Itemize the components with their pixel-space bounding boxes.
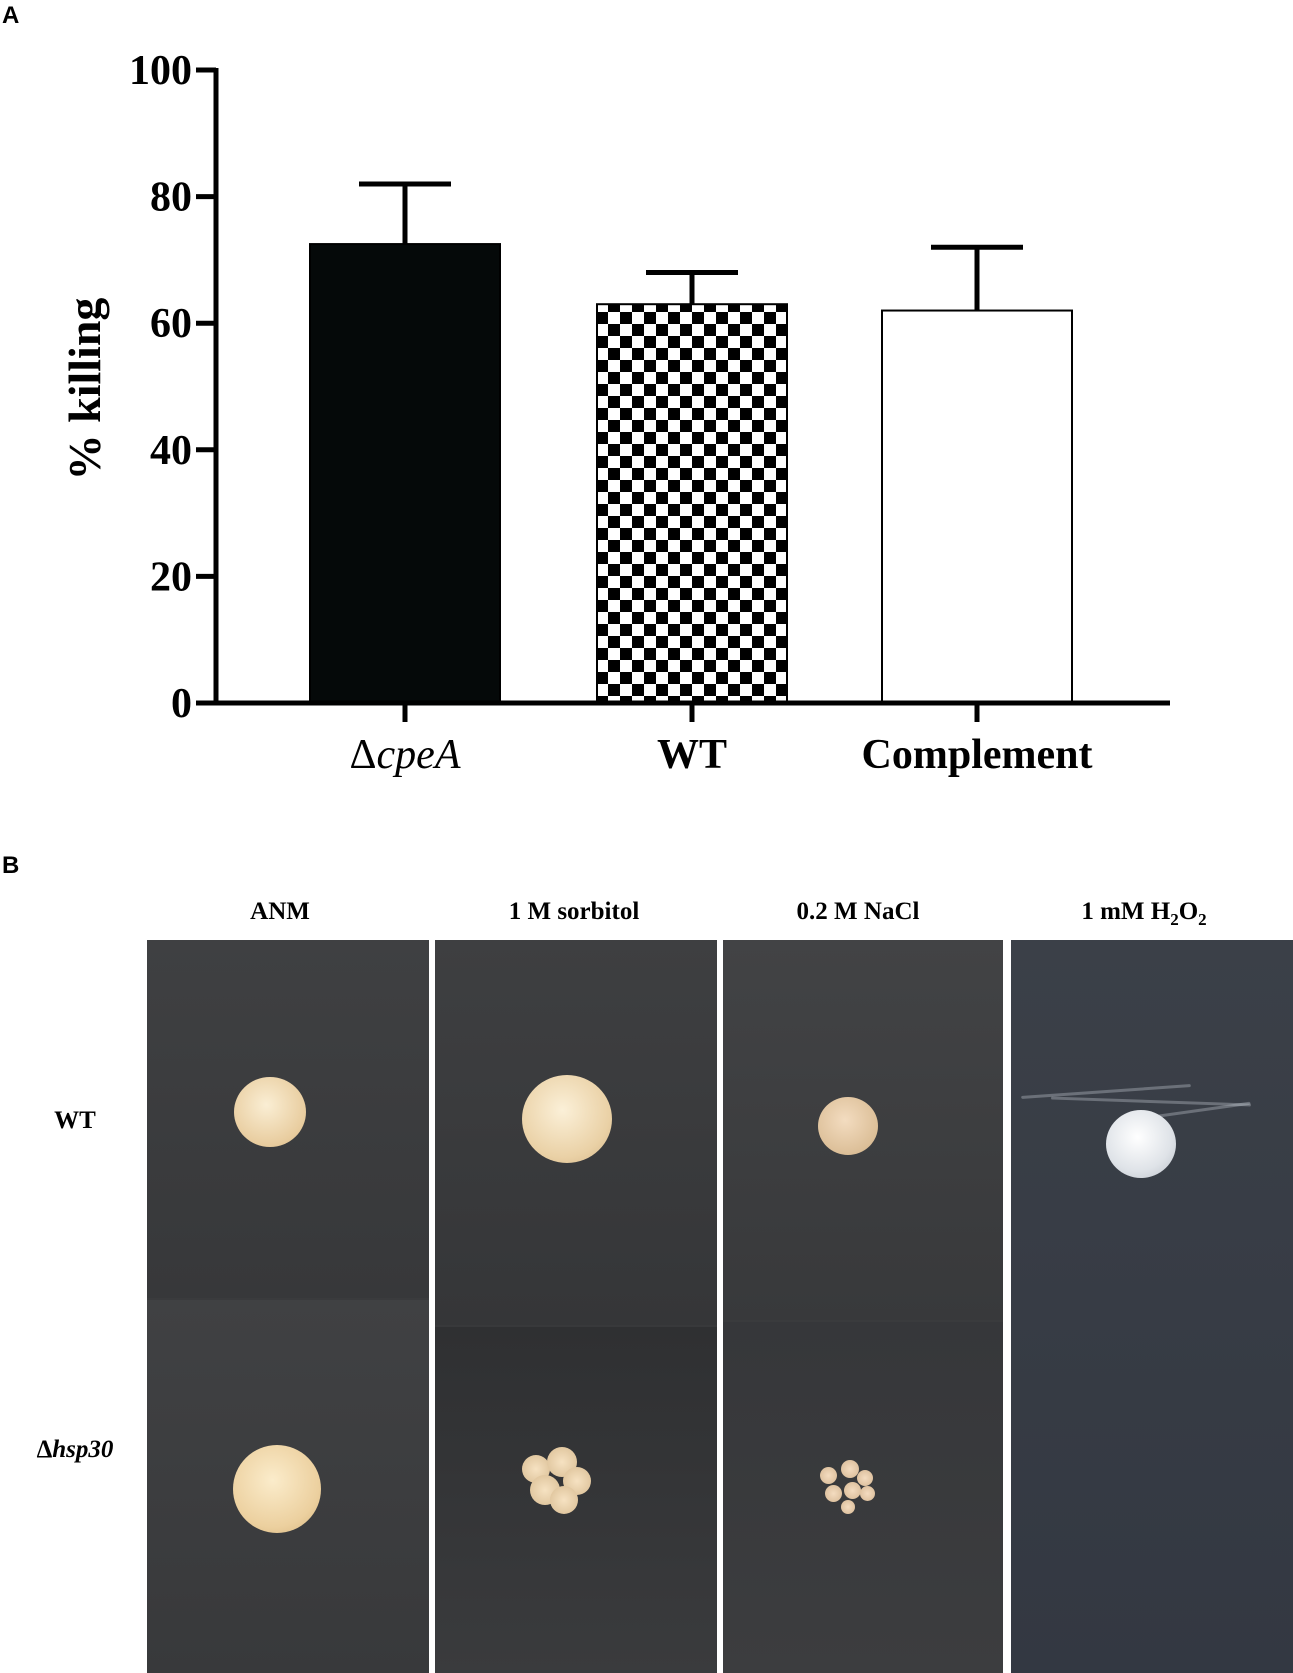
column-label-h2o2: 1 mM H2O2 bbox=[994, 898, 1293, 930]
plate-anm bbox=[147, 940, 429, 1673]
row-label-hsp30-prefix: Δ bbox=[36, 1436, 53, 1463]
colony-nacl-hsp30-5 bbox=[844, 1482, 861, 1499]
bar-1 bbox=[596, 303, 788, 704]
x-tick-label-2: Complement bbox=[862, 732, 1093, 778]
y-tick-label-4: 80 bbox=[150, 175, 192, 221]
y-tick-label-3: 60 bbox=[150, 301, 192, 347]
y-tick-label-5: 100 bbox=[129, 48, 192, 94]
colony-nacl-hsp30-4 bbox=[825, 1485, 842, 1502]
panel-label-a: A bbox=[2, 2, 20, 29]
x-tick-label-0: ΔcpeA bbox=[350, 732, 461, 778]
bar-0 bbox=[309, 243, 501, 704]
colony-h2o2-wt bbox=[1106, 1110, 1176, 1178]
plate-h2o2 bbox=[1011, 940, 1293, 1673]
y-axis-label: % killing bbox=[59, 298, 110, 481]
x-tick-label-0-italic: cpeA bbox=[377, 732, 461, 778]
y-tick-label-1: 20 bbox=[150, 554, 192, 600]
y-tick-label-2: 40 bbox=[150, 428, 192, 474]
colony-nacl-hsp30-1 bbox=[820, 1467, 837, 1484]
h2o2-label-mid: O bbox=[1178, 898, 1199, 925]
column-label-nacl: 0.2 M NaCl bbox=[796, 898, 920, 925]
colony-nacl-wt bbox=[818, 1097, 878, 1155]
column-label-sorbitol: 1 M sorbitol bbox=[508, 898, 640, 925]
column-label-anm: ANM bbox=[250, 898, 310, 925]
colony-anm-hsp30 bbox=[233, 1445, 321, 1533]
colony-nacl-hsp30-2 bbox=[841, 1460, 859, 1478]
h2o2-label-base: 1 mM H bbox=[1081, 898, 1171, 925]
row-label-wt: WT bbox=[54, 1107, 96, 1134]
plate-sorbitol bbox=[435, 940, 717, 1673]
x-tick-label-1: WT bbox=[657, 732, 727, 778]
h2o2-label-sub2: 2 bbox=[1198, 910, 1207, 929]
colony-sorbitol-wt bbox=[522, 1075, 612, 1163]
row-label-hsp30: Δhsp30 bbox=[10, 1436, 140, 1464]
x-tick-label-0-prefix: Δ bbox=[350, 732, 377, 778]
h2o2-label-sub1: 2 bbox=[1170, 910, 1179, 929]
row-label-hsp30-italic: hsp30 bbox=[52, 1436, 114, 1463]
bar-chart: 0 20 40 60 80 100 % killing ΔcpeA WT Complement bbox=[59, 48, 1170, 778]
plate-h2o2-streak-1 bbox=[1021, 1084, 1191, 1099]
colony-sorbitol-hsp30-5 bbox=[550, 1486, 578, 1514]
y-tick-label-0: 0 bbox=[171, 681, 192, 727]
bar-2 bbox=[881, 309, 1073, 704]
plate-nacl bbox=[723, 940, 1003, 1673]
colony-anm-wt bbox=[234, 1077, 306, 1147]
colony-nacl-hsp30-6 bbox=[860, 1486, 875, 1501]
colony-nacl-hsp30-7 bbox=[841, 1500, 855, 1514]
colony-nacl-hsp30-3 bbox=[857, 1470, 873, 1486]
panel-label-b: B bbox=[2, 852, 20, 879]
